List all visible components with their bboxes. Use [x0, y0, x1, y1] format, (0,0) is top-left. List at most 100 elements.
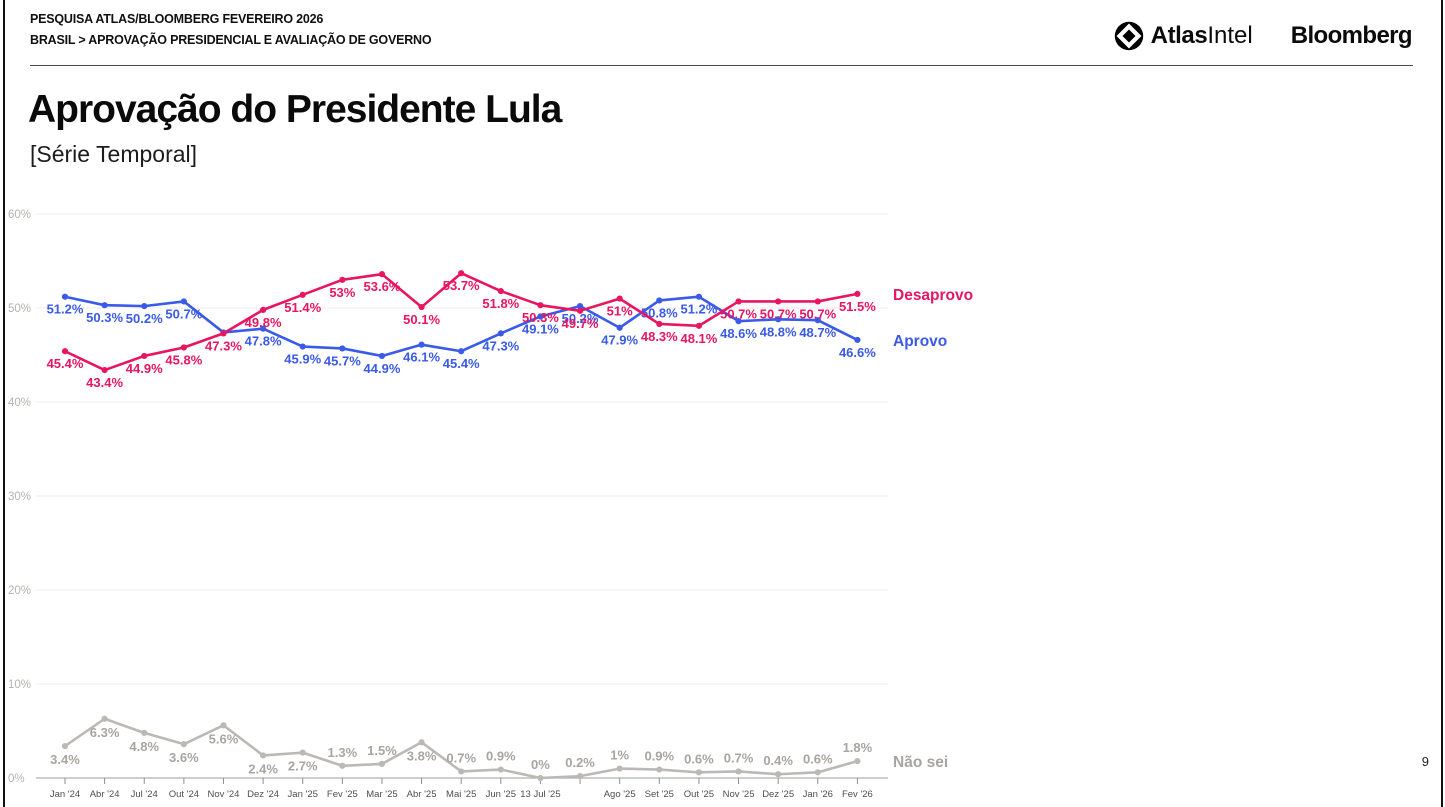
legend-aprovo: Aprovo — [893, 333, 947, 350]
data-label-desaprovo: 50.7% — [720, 306, 757, 321]
data-label-nao-sei: 4.8% — [129, 739, 159, 754]
data-label-desaprovo: 45.8% — [165, 352, 202, 367]
data-label-nao-sei: 6.3% — [90, 725, 120, 740]
data-point-nao-sei — [418, 739, 425, 746]
data-point-aprovo — [616, 324, 623, 331]
data-label-aprovo: 50.2% — [126, 311, 163, 326]
data-point-aprovo — [497, 330, 504, 337]
left-border — [3, 0, 5, 807]
data-point-desaprovo — [735, 298, 742, 305]
data-point-nao-sei — [61, 742, 69, 750]
data-point-aprovo — [180, 298, 187, 305]
page-title: Aprovação do Presidente Lula — [28, 88, 562, 131]
atlasintel-logo-text: AtlasIntel — [1150, 22, 1253, 49]
data-label-desaprovo: 48.3% — [641, 329, 678, 344]
data-label-nao-sei: 0.7% — [724, 750, 754, 765]
data-point-desaprovo — [695, 322, 703, 329]
data-label-desaprovo: 45.4% — [47, 356, 84, 371]
y-tick-label: 30% — [8, 491, 31, 503]
x-tick-label: Ago '25 — [604, 789, 636, 800]
data-point-aprovo — [814, 317, 821, 324]
legend-desaprovo: Desaprovo — [893, 287, 973, 304]
data-label-desaprovo: 51% — [607, 304, 633, 319]
data-point-nao-sei — [497, 766, 504, 773]
data-point-desaprovo — [220, 330, 227, 337]
data-label-aprovo: 50.3% — [86, 310, 123, 325]
data-point-aprovo — [260, 325, 267, 332]
data-label-desaprovo: 49.7% — [562, 316, 599, 331]
data-label-desaprovo: 53.7% — [443, 278, 480, 293]
atlasintel-logo: AtlasIntel — [1114, 21, 1253, 51]
data-label-desaprovo: 50.7% — [799, 306, 836, 321]
data-point-aprovo — [537, 313, 544, 320]
data-label-aprovo: 51.2% — [680, 302, 717, 317]
x-tick-label: Nov '25 — [723, 789, 755, 800]
right-border — [1441, 0, 1443, 807]
data-point-nao-sei — [616, 765, 623, 772]
data-label-aprovo: 45.9% — [284, 352, 321, 367]
data-point-aprovo — [418, 341, 425, 348]
data-point-desaprovo — [537, 302, 544, 309]
data-point-nao-sei — [656, 766, 663, 773]
data-label-aprovo: 50.7% — [165, 306, 202, 321]
data-label-aprovo: 47.3% — [482, 338, 519, 353]
data-label-desaprovo: 53.6% — [364, 279, 401, 294]
data-point-aprovo — [775, 316, 782, 323]
y-tick-label: 40% — [8, 397, 31, 409]
data-point-nao-sei — [141, 729, 148, 736]
data-label-nao-sei: 0.6% — [684, 751, 714, 766]
data-label-nao-sei: 3.4% — [50, 752, 80, 767]
data-point-desaprovo — [576, 307, 584, 314]
data-label-desaprovo: 53% — [329, 285, 355, 300]
data-point-desaprovo — [616, 295, 623, 302]
data-point-desaprovo — [854, 290, 861, 297]
x-tick-label: Jun '25 — [486, 789, 516, 800]
data-point-desaprovo — [180, 344, 187, 351]
x-tick-label: Out '24 — [169, 789, 199, 800]
data-point-nao-sei — [458, 768, 465, 775]
x-tick-label: Abr '24 — [90, 789, 120, 800]
data-label-desaprovo: 48.1% — [680, 331, 717, 346]
data-label-nao-sei: 3.6% — [169, 750, 199, 765]
data-label-nao-sei: 1.5% — [367, 743, 397, 758]
data-point-nao-sei — [735, 768, 742, 775]
data-label-nao-sei: 0.4% — [763, 753, 793, 768]
data-label-nao-sei: 0.9% — [486, 749, 516, 764]
x-tick-label: Fev '26 — [842, 789, 873, 800]
x-tick-label: Abr '25 — [407, 789, 437, 800]
data-point-aprovo — [299, 343, 306, 350]
data-label-desaprovo: 50.1% — [403, 312, 440, 327]
x-tick-label: Dez '24 — [247, 789, 279, 800]
data-label-nao-sei: 2.4% — [248, 761, 278, 776]
data-point-desaprovo — [299, 291, 306, 298]
data-label-aprovo: 46.1% — [403, 350, 440, 365]
page-subtitle: [Série Temporal] — [30, 141, 198, 167]
data-label-desaprovo: 49.8% — [245, 315, 282, 330]
data-label-nao-sei: 0.2% — [565, 755, 595, 770]
data-label-aprovo: 50.2% — [562, 311, 599, 326]
x-tick-label: Mai '25 — [446, 789, 476, 800]
data-point-desaprovo — [378, 271, 386, 278]
data-label-nao-sei: 3.8% — [407, 748, 437, 763]
data-point-desaprovo — [458, 270, 465, 277]
data-point-aprovo — [141, 303, 148, 310]
x-tick-label: Out '25 — [684, 789, 714, 800]
data-label-nao-sei: 2.7% — [288, 759, 318, 774]
data-point-aprovo — [695, 293, 703, 300]
data-point-aprovo — [458, 348, 465, 355]
y-tick-label: 50% — [8, 303, 31, 315]
data-point-nao-sei — [854, 757, 861, 765]
data-point-aprovo — [101, 302, 108, 309]
x-tick-label: Set '25 — [645, 789, 674, 800]
data-point-aprovo — [735, 318, 742, 325]
data-point-nao-sei — [339, 762, 346, 769]
data-point-aprovo — [576, 303, 584, 310]
report-kicker-line2: BRASIL > APROVAÇÃO PRESIDENCIAL E AVALIA… — [30, 33, 432, 47]
data-label-desaprovo: 51.5% — [839, 299, 876, 314]
data-label-aprovo: 50.8% — [641, 305, 678, 320]
data-label-nao-sei: 1.3% — [328, 745, 358, 760]
data-label-nao-sei: 0% — [531, 757, 550, 772]
legend-nao-sei: Não sei — [893, 754, 948, 771]
x-tick-label: Fev '25 — [327, 789, 358, 800]
x-tick-label: Dez '25 — [762, 789, 794, 800]
